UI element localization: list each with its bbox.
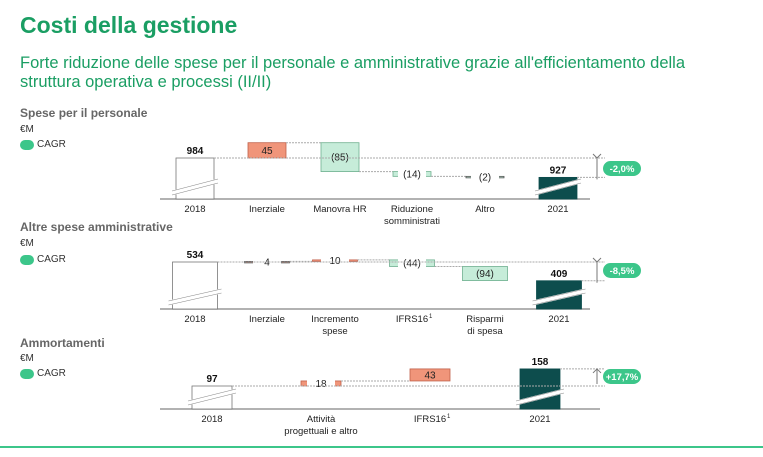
axis-break-mark xyxy=(534,182,582,196)
data-label-bg xyxy=(471,171,499,183)
category-label: 2021 xyxy=(529,414,550,425)
category-label: IFRS16 xyxy=(396,314,428,325)
bar-up xyxy=(409,368,451,382)
data-label: 97 xyxy=(206,374,218,385)
cagr-legend-dot xyxy=(20,254,34,265)
axis-break-mark xyxy=(515,392,565,406)
cagr-badge xyxy=(603,263,641,278)
axis-break-mark xyxy=(532,288,586,302)
cagr-legend-label: CAGR xyxy=(37,254,66,265)
data-label: 158 xyxy=(532,357,549,368)
axis-break-mark xyxy=(531,288,587,306)
cagr-legend-label: CAGR xyxy=(37,139,66,150)
cagr-legend: CAGR xyxy=(20,254,66,265)
cagr-legend-dot xyxy=(20,368,34,379)
cagr-badge-value: -8,5% xyxy=(610,266,635,277)
data-label: (2) xyxy=(479,173,491,184)
data-label: 43 xyxy=(424,370,436,381)
category-label: Manovra HR xyxy=(313,204,366,215)
axis-break-mark xyxy=(515,388,565,406)
unit-label: €M xyxy=(20,238,34,249)
data-label: (44) xyxy=(403,259,421,270)
data-label-bg xyxy=(398,257,426,269)
category-label: progettuali e altro xyxy=(284,426,357,437)
footer-divider xyxy=(0,446,763,448)
category-label: 2021 xyxy=(548,314,569,325)
cagr-legend: CAGR xyxy=(20,139,66,150)
section-title-ammortamenti: Ammortamenti xyxy=(20,336,105,350)
axis-break-mark xyxy=(168,288,222,302)
data-label: (94) xyxy=(476,269,494,280)
data-label-bg xyxy=(398,168,426,180)
category-label: somministrati xyxy=(384,216,440,227)
cagr-badge-value: +17,7% xyxy=(606,372,639,383)
data-label: 18 xyxy=(315,379,327,390)
unit-label: €M xyxy=(20,353,34,364)
data-label: 927 xyxy=(550,165,567,176)
cagr-legend: CAGR xyxy=(20,368,66,379)
data-label: 534 xyxy=(187,250,204,261)
data-label: 984 xyxy=(187,146,204,157)
category-label: 2021 xyxy=(547,204,568,215)
data-label: 4 xyxy=(264,258,270,269)
cagr-arrowhead-icon xyxy=(592,257,602,263)
category-label: 2018 xyxy=(184,204,205,215)
category-label: Attività xyxy=(307,414,336,425)
axis-break-mark xyxy=(187,388,237,406)
category-label: Inerziale xyxy=(249,314,285,325)
axis-break-mark xyxy=(168,292,222,306)
section-title-personale: Spese per il personale xyxy=(20,106,148,120)
axis-break-mark xyxy=(532,292,586,306)
page-subtitle: Forte riduzione delle spese per il perso… xyxy=(20,54,686,91)
cagr-arrowhead-icon xyxy=(592,368,602,374)
cagr-badge xyxy=(603,161,641,176)
cagr-legend-label: CAGR xyxy=(37,368,66,379)
cagr-badge xyxy=(603,369,641,384)
data-label-bg xyxy=(307,377,335,389)
category-label: 2018 xyxy=(184,314,205,325)
cagr-arrowhead-icon xyxy=(592,153,602,159)
unit-label: €M xyxy=(20,124,34,135)
data-label: (14) xyxy=(403,169,421,180)
axis-break-mark xyxy=(171,178,219,196)
axis-break-mark xyxy=(534,178,582,192)
category-label: spese xyxy=(322,326,347,337)
footnote-marker: 1 xyxy=(447,414,451,420)
axis-break-mark xyxy=(515,388,565,402)
axis-break-mark xyxy=(171,182,219,196)
section-title-amministrative: Altre spese amministrative xyxy=(20,220,173,234)
cagr-badge-value: -2,0% xyxy=(610,164,635,175)
axis-break-mark xyxy=(187,388,237,402)
data-label-bg xyxy=(321,255,349,267)
category-label: Risparmi xyxy=(466,314,503,325)
axis-break-mark xyxy=(171,178,219,192)
page-title: Costi della gestione xyxy=(20,12,238,38)
category-label: Inerziale xyxy=(249,204,285,215)
category-label: di spesa xyxy=(467,326,503,337)
category-label: Altro xyxy=(475,204,495,215)
category-label: Incremento xyxy=(311,314,359,325)
bar-down xyxy=(320,142,360,172)
category-label: IFRS16 xyxy=(414,414,446,425)
category-label: 2018 xyxy=(201,414,222,425)
data-label: 409 xyxy=(551,269,568,280)
axis-break-mark xyxy=(187,392,237,406)
axis-break-mark xyxy=(534,178,582,196)
cagr-legend-dot xyxy=(20,139,34,150)
bar-down xyxy=(462,266,508,282)
footnote-marker: 1 xyxy=(429,314,433,320)
category-label: Riduzione xyxy=(391,204,433,215)
axis-break-mark xyxy=(167,288,223,306)
data-label: 45 xyxy=(261,146,273,157)
